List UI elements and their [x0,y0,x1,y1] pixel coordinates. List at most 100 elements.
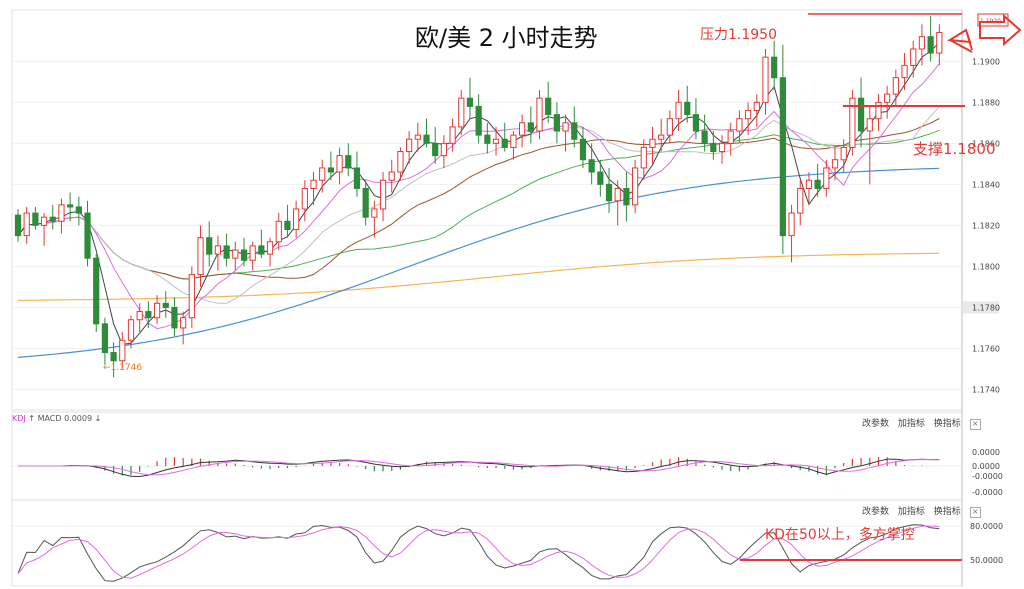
kd-k-line [17,524,940,582]
candle-body [623,187,630,206]
candle-body [492,138,500,144]
kd-annotation: KD在50以上，多方掌控 [765,527,915,543]
candle-body [849,97,856,148]
add-indicator-button[interactable]: 加指标 [897,507,925,517]
candle-body [701,130,708,144]
up-arrow-icon: ↑ [28,414,36,423]
kd-toolbar: 改参数 加指标 换指标 × [862,504,987,518]
kdj-label: KDJ [12,414,26,423]
candle-body [371,208,378,218]
candle-body [58,204,65,222]
candle-body [927,36,934,54]
candle-body [406,138,413,153]
candle-body [301,187,308,210]
kd-d-line [17,525,940,579]
candle-body [571,122,578,140]
price-tick-label: 1.1840 [972,180,1000,189]
add-indicator-button[interactable]: 加指标 [897,419,925,429]
candle-body [180,317,187,329]
candle-body [258,245,265,255]
candle-body [553,114,560,132]
candle-body [397,151,404,173]
candle-body [605,183,613,202]
macd-header: KDJ ↑ MACD 0.0009 ↓ [12,414,101,423]
candle-body [432,142,439,157]
candle-body [831,159,839,169]
candle-body [310,179,317,189]
price-tick-label: 1.1800 [972,262,1000,271]
swap-indicator-button[interactable]: 换指标 [933,507,961,517]
macd-dea-line [18,458,940,476]
candle-body [93,257,100,325]
candle-body [892,77,899,95]
candle-body [232,249,239,259]
macd-panel-frame [11,411,963,501]
macd-tick-label: -0.0000 [972,488,1003,497]
candle-body [136,311,143,321]
candle-body [362,187,369,218]
candle-body [675,101,682,120]
price-tick-label: 1.1760 [972,344,1000,353]
candle-body [110,352,117,362]
candle-body [692,114,700,132]
macd-tick-label: -0.0000 [972,472,1003,481]
candle-body [188,274,195,319]
candle-body [214,245,222,255]
candle-body [658,134,665,140]
candle-body [440,142,447,157]
current-price-box [963,301,999,314]
candle-body [379,179,387,210]
candle-body [206,237,213,255]
candle-body [127,319,135,341]
price-tick-label: 1.1880 [972,98,1000,107]
candle-body [666,118,673,136]
price-tick-label: 1.1740 [972,385,1000,394]
candle-body [753,101,760,112]
candle-body [545,97,552,116]
close-icon[interactable]: × [969,507,981,518]
swap-indicator-button[interactable]: 换指标 [933,419,961,429]
candle-body [484,134,491,144]
close-icon[interactable]: × [969,419,981,430]
candle-body [936,32,943,54]
candle-body [640,146,647,169]
candle-body [762,56,769,103]
candle-body [727,130,734,144]
candle-body [153,302,161,319]
resistance-annotation: 压力1.1950 [700,27,777,43]
kd-tick-label: 50.0000 [970,556,1003,565]
macd-label: MACD 0.0009 [37,414,93,423]
change-params-button[interactable]: 改参数 [862,507,890,517]
candle-body [857,97,865,132]
candle-body [536,97,543,132]
candle-body [510,134,517,148]
candle-body [466,97,474,107]
candle-body [145,311,152,319]
price-tick-label: 1.1820 [972,221,1000,230]
candle-body [805,179,813,189]
current-price-label: 1.1780 [972,303,1000,312]
candle-body [884,93,891,103]
candle-body [240,249,248,261]
price-tick-label: 1.1900 [972,57,1000,66]
candle-body [458,97,465,128]
candle-body [744,110,752,120]
up-arrow-icon [946,28,973,53]
macd-tick-label: 0.0000 [972,448,1000,457]
candle-body [710,142,717,153]
candle-body [327,167,335,173]
macd-tick-label: 0.0000 [972,462,1000,471]
candle-body [501,138,508,148]
candle-body [162,302,169,308]
support-annotation: 支撑1.1800 [913,140,996,158]
candle-body [32,212,39,226]
chart-title: 欧/美 2 小时走势 [415,24,598,52]
candle-body [614,187,621,202]
candle-body [840,146,847,161]
candle-body [910,48,917,66]
candle-body [197,237,204,276]
candle-body [562,122,569,132]
change-params-button[interactable]: 改参数 [862,419,890,429]
candle-body [353,167,361,189]
